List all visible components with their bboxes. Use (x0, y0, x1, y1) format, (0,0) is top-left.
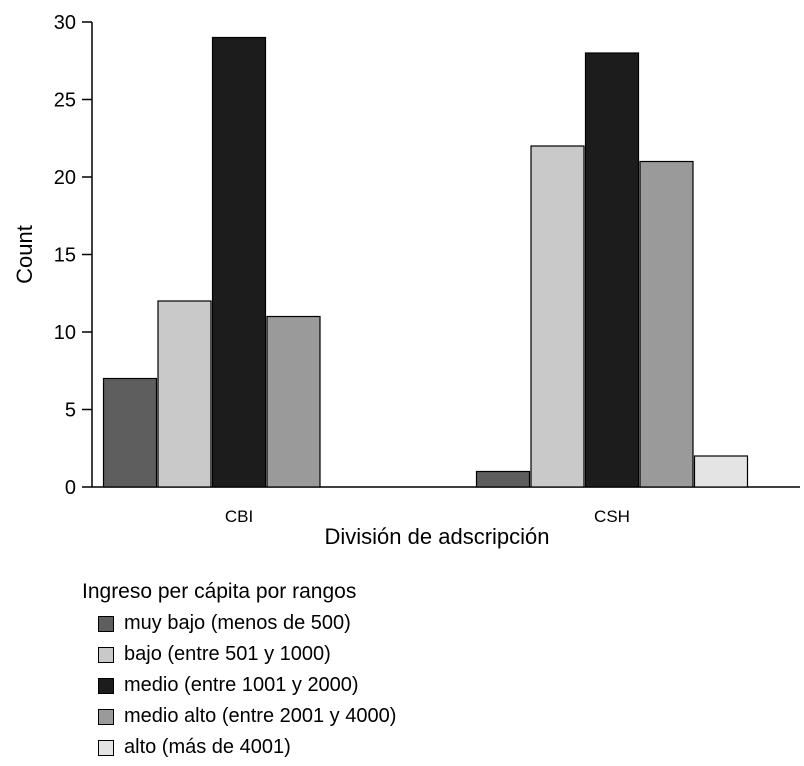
bar-csh-2 (584, 52, 640, 488)
y-tick-label: 30 (54, 12, 76, 34)
bar-csh-0 (475, 470, 531, 488)
legend-swatch (98, 708, 114, 725)
legend-label: alto (más de 4001) (124, 736, 291, 758)
legend-item: muy bajo (menos de 500) (82, 608, 396, 639)
y-tick-label: 20 (54, 167, 76, 189)
legend-item: medio alto (entre 2001 y 4000) (82, 701, 396, 732)
legend-label: medio alto (entre 2001 y 4000) (124, 705, 397, 727)
bar-cbi-0 (102, 377, 158, 488)
y-axis-title: Count (12, 225, 37, 284)
bar-cbi-3 (266, 315, 321, 488)
y-tick-label: 0 (65, 477, 76, 499)
legend-label: bajo (entre 501 y 1000) (124, 643, 331, 665)
legend-items: muy bajo (menos de 500) bajo (entre 501 y… (82, 608, 396, 763)
y-ticks: 0 5 10 15 20 25 30 (54, 12, 92, 499)
legend-item: bajo (entre 501 y 1000) (82, 639, 396, 670)
bar-csh-3 (639, 160, 694, 488)
bar-csh-1 (530, 145, 585, 488)
x-categories: CBI CSH (225, 507, 630, 526)
bar-chart: 0 5 10 15 20 25 30 CBI CSH Count División de ad… (12, 12, 800, 549)
bar-cbi-2 (211, 36, 267, 488)
x-axis-title: División de adscripción (325, 524, 550, 549)
legend-item: alto (más de 4001) (82, 732, 396, 763)
x-category-label: CSH (594, 507, 630, 526)
y-tick-label: 15 (54, 245, 76, 267)
bar-csh-4 (693, 455, 749, 488)
legend: Ingreso per cápita por rangos muy bajo (… (82, 580, 396, 763)
legend-label: muy bajo (menos de 500) (124, 612, 351, 634)
y-tick-label: 5 (65, 400, 76, 422)
x-category-label: CBI (225, 507, 253, 526)
legend-item: medio (entre 1001 y 2000) (82, 670, 396, 701)
legend-swatch (98, 739, 114, 756)
legend-label: medio (entre 1001 y 2000) (124, 674, 359, 696)
legend-swatch (98, 615, 114, 632)
legend-swatch (98, 677, 114, 694)
legend-swatch (98, 646, 114, 663)
y-tick-label: 10 (54, 322, 76, 344)
bars (102, 36, 749, 488)
y-tick-label: 25 (54, 90, 76, 112)
legend-title: Ingreso per cápita por rangos (82, 580, 357, 603)
bar-cbi-1 (157, 300, 212, 488)
